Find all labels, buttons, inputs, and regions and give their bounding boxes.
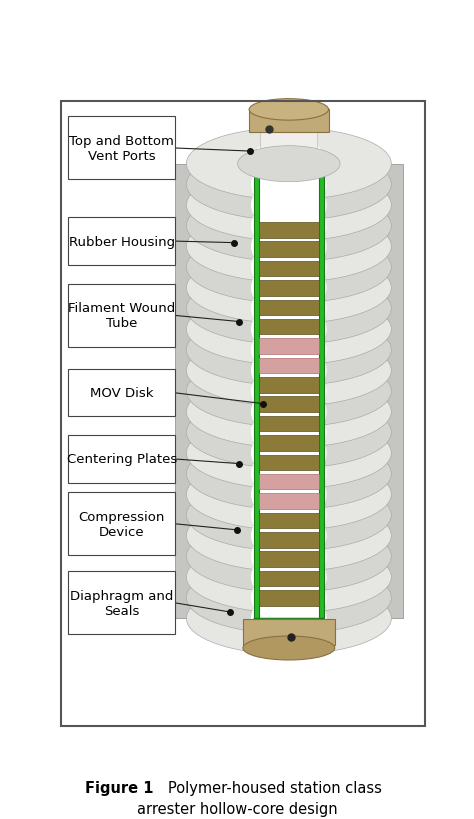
Ellipse shape bbox=[251, 405, 327, 460]
FancyBboxPatch shape bbox=[68, 572, 175, 634]
Ellipse shape bbox=[186, 562, 392, 634]
Bar bbox=[259, 319, 319, 335]
Ellipse shape bbox=[251, 488, 327, 543]
Text: Centering Plates: Centering Plates bbox=[66, 453, 177, 466]
Ellipse shape bbox=[251, 219, 327, 274]
Ellipse shape bbox=[251, 426, 327, 481]
Ellipse shape bbox=[251, 529, 327, 584]
Bar bbox=[259, 223, 319, 238]
FancyBboxPatch shape bbox=[68, 369, 175, 417]
Ellipse shape bbox=[186, 273, 392, 345]
Bar bbox=[254, 165, 259, 618]
Ellipse shape bbox=[251, 323, 327, 378]
Polygon shape bbox=[254, 618, 324, 629]
Ellipse shape bbox=[251, 137, 327, 192]
Text: Diaphragm and
Seals: Diaphragm and Seals bbox=[70, 589, 173, 617]
Bar bbox=[259, 378, 319, 393]
Ellipse shape bbox=[186, 479, 392, 551]
Ellipse shape bbox=[186, 397, 392, 468]
Bar bbox=[259, 261, 319, 277]
FancyBboxPatch shape bbox=[68, 117, 175, 180]
Ellipse shape bbox=[251, 509, 327, 563]
Text: Top and Bottom
Vent Ports: Top and Bottom Vent Ports bbox=[69, 135, 174, 163]
Ellipse shape bbox=[251, 591, 327, 646]
Ellipse shape bbox=[186, 459, 392, 531]
FancyBboxPatch shape bbox=[68, 284, 175, 347]
Ellipse shape bbox=[186, 438, 392, 510]
Ellipse shape bbox=[251, 282, 327, 337]
Bar bbox=[327, 165, 403, 618]
Bar bbox=[259, 358, 319, 373]
Bar bbox=[259, 281, 319, 296]
Ellipse shape bbox=[186, 314, 392, 387]
Ellipse shape bbox=[186, 211, 392, 283]
Ellipse shape bbox=[186, 376, 392, 448]
Text: MOV Disk: MOV Disk bbox=[90, 387, 154, 400]
Bar bbox=[259, 301, 319, 315]
Ellipse shape bbox=[186, 149, 392, 221]
Bar bbox=[259, 242, 319, 258]
Ellipse shape bbox=[186, 521, 392, 593]
Bar bbox=[319, 165, 324, 618]
Ellipse shape bbox=[186, 191, 392, 262]
Bar bbox=[259, 397, 319, 413]
Bar bbox=[259, 416, 319, 432]
Bar bbox=[259, 513, 319, 528]
Ellipse shape bbox=[186, 418, 392, 490]
Ellipse shape bbox=[186, 294, 392, 365]
Ellipse shape bbox=[251, 240, 327, 295]
Ellipse shape bbox=[186, 232, 392, 304]
Ellipse shape bbox=[251, 446, 327, 501]
Bar bbox=[243, 619, 335, 645]
Ellipse shape bbox=[186, 129, 392, 201]
Ellipse shape bbox=[251, 343, 327, 398]
Ellipse shape bbox=[251, 261, 327, 315]
Ellipse shape bbox=[251, 468, 327, 522]
Bar bbox=[259, 455, 319, 470]
Ellipse shape bbox=[186, 252, 392, 324]
Text: arrester hollow-core design: arrester hollow-core design bbox=[137, 801, 337, 816]
Ellipse shape bbox=[186, 170, 392, 242]
Text: Figure 1: Figure 1 bbox=[85, 780, 154, 794]
Ellipse shape bbox=[237, 147, 340, 183]
Ellipse shape bbox=[251, 571, 327, 625]
Bar bbox=[249, 111, 328, 133]
Ellipse shape bbox=[251, 385, 327, 440]
Ellipse shape bbox=[186, 335, 392, 407]
Ellipse shape bbox=[251, 199, 327, 254]
Ellipse shape bbox=[251, 302, 327, 357]
Bar bbox=[259, 532, 319, 548]
Bar bbox=[259, 590, 319, 606]
FancyBboxPatch shape bbox=[68, 218, 175, 265]
Bar bbox=[175, 165, 251, 618]
Ellipse shape bbox=[251, 364, 327, 419]
Ellipse shape bbox=[251, 179, 327, 233]
Ellipse shape bbox=[186, 541, 392, 613]
Bar bbox=[259, 571, 319, 586]
Text: Rubber Housing: Rubber Housing bbox=[69, 235, 175, 248]
Ellipse shape bbox=[186, 500, 392, 572]
Bar bbox=[259, 436, 319, 451]
Text: Compression
Device: Compression Device bbox=[79, 510, 165, 538]
Text: Polymer-housed station class: Polymer-housed station class bbox=[168, 780, 382, 794]
FancyBboxPatch shape bbox=[68, 492, 175, 555]
Ellipse shape bbox=[249, 100, 328, 121]
FancyBboxPatch shape bbox=[68, 436, 175, 483]
Bar bbox=[260, 133, 318, 165]
Ellipse shape bbox=[251, 550, 327, 604]
Bar bbox=[259, 339, 319, 355]
Bar bbox=[259, 552, 319, 568]
Ellipse shape bbox=[243, 636, 335, 660]
Bar bbox=[259, 494, 319, 509]
Ellipse shape bbox=[251, 158, 327, 212]
Bar bbox=[259, 474, 319, 490]
Ellipse shape bbox=[186, 582, 392, 654]
Text: Filament Wound
Tube: Filament Wound Tube bbox=[68, 302, 175, 330]
Ellipse shape bbox=[186, 355, 392, 428]
